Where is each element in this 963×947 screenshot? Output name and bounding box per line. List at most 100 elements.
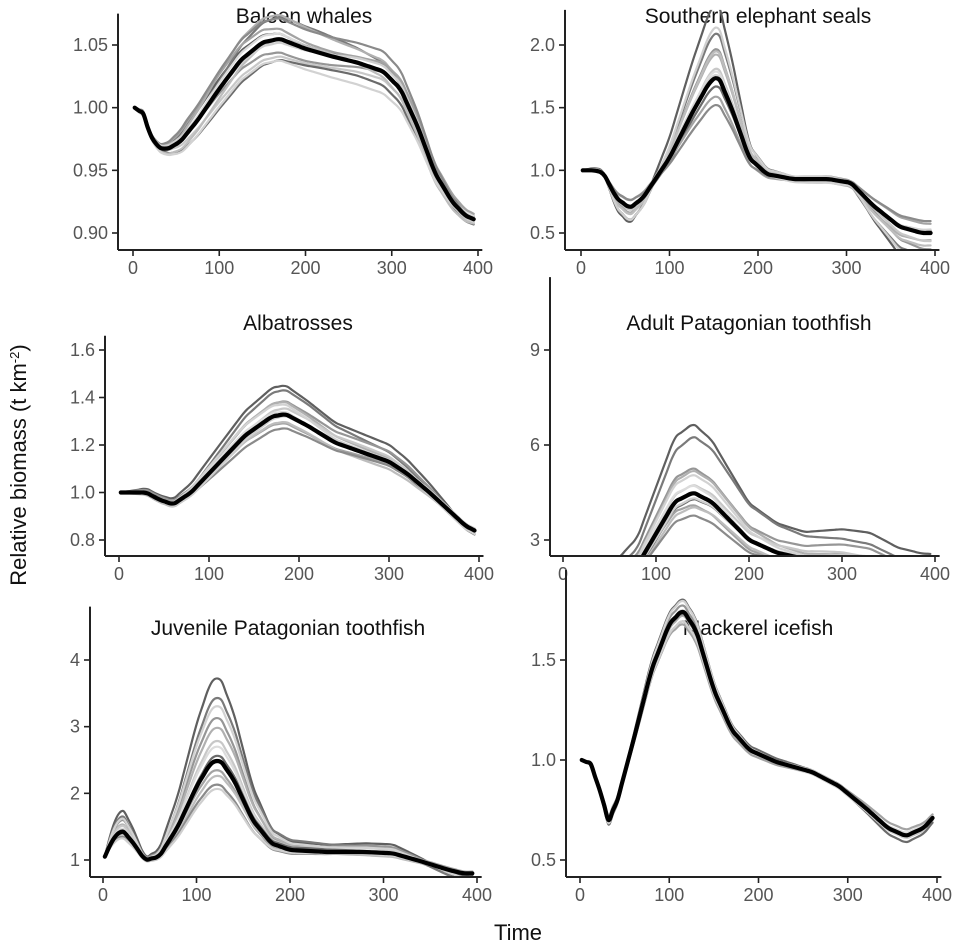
y-tick-label: 0.5 — [530, 223, 555, 243]
y-axis-title-sup: -2 — [7, 352, 22, 364]
mean-line — [579, 609, 935, 838]
x-tick-label: 100 — [181, 885, 211, 905]
x-tick-label: 200 — [734, 564, 764, 584]
x-tick-label: 400 — [462, 885, 492, 905]
ensemble-line — [648, 514, 764, 556]
x-tick-label: 400 — [920, 564, 950, 584]
panel-title: Adult Patagonian toothfish — [626, 312, 871, 335]
panel-4: Adult Patagonian toothfish 0 100 200 300 400 3… — [530, 277, 950, 584]
x-tick-label: 0 — [576, 258, 586, 278]
ensemble-line — [580, 614, 934, 835]
ensemble-line — [581, 32, 911, 251]
y-axis-title-main: Relative biomass (t km — [6, 363, 31, 586]
ensemble-line — [628, 436, 898, 556]
y-tick-label: 1.4 — [70, 388, 95, 408]
x-tick-label: 100 — [654, 258, 684, 278]
panel-title: Baleen whales — [236, 5, 373, 28]
y-tick-label: 6 — [530, 435, 540, 455]
mean-line — [580, 76, 933, 236]
x-tick-label: 200 — [275, 885, 305, 905]
panel-5: Juvenile Patagonian toothfish 0 100 200 300 4… — [70, 606, 492, 905]
x-tick-label: 100 — [194, 564, 224, 584]
y-tick-label: 1 — [70, 850, 80, 870]
ensemble-line — [580, 604, 934, 839]
y-axis-title: Relative biomass (t km-2) — [6, 344, 31, 585]
y-tick-label: 1.05 — [73, 35, 108, 55]
x-tick-label: 0 — [114, 564, 124, 584]
y-tick-label: 0.5 — [531, 850, 556, 870]
y-tick-label: 3 — [70, 717, 80, 737]
panel-1: Baleen whales 0 100 200 300 400 0.90 0.95 1.00 1.… — [73, 5, 493, 278]
ensemble-line — [103, 677, 459, 878]
y-tick-label: 1.2 — [70, 435, 95, 455]
ensemble-line — [133, 59, 475, 221]
ensemble-line — [640, 484, 868, 556]
y-tick-label: 1.5 — [531, 650, 556, 670]
ensemble-line — [581, 26, 903, 251]
ensemble-line — [618, 423, 932, 556]
x-tick-label: 300 — [377, 258, 407, 278]
ensemble-line — [580, 609, 934, 838]
y-tick-label: 4 — [70, 650, 80, 670]
ensemble-line — [581, 103, 932, 223]
mean-line — [102, 758, 475, 876]
ensemble-line — [636, 469, 872, 556]
panel-3: Albatrosses 0 100 200 300 400 0.8 1.0 1.2 1.4 1.6 — [70, 312, 494, 584]
y-tick-label: 2.0 — [530, 35, 555, 55]
y-tick-label: 0.8 — [70, 530, 95, 550]
x-tick-label: 100 — [654, 885, 684, 905]
panel-title: Juvenile Patagonian toothfish — [151, 617, 425, 640]
x-tick-label: 0 — [128, 258, 138, 278]
ensemble-line — [581, 9, 898, 251]
panel-title: Mackerel icefish — [683, 617, 834, 640]
x-tick-label: 300 — [827, 564, 857, 584]
y-tick-label: 1.0 — [70, 483, 95, 503]
y-tick-label: 1.5 — [530, 98, 555, 118]
ensemble-line — [581, 50, 932, 247]
ensemble-line — [119, 384, 476, 536]
y-tick-label: 0.95 — [73, 160, 108, 180]
ensemble-line — [580, 609, 934, 839]
ensemble-line — [647, 506, 772, 556]
x-tick-label: 300 — [833, 885, 863, 905]
x-tick-label: 0 — [98, 885, 108, 905]
panel-title: Southern elephant seals — [645, 5, 872, 28]
ensemble-line — [643, 504, 769, 556]
x-tick-label: 200 — [290, 258, 320, 278]
x-tick-label: 300 — [831, 258, 861, 278]
x-tick-label: 100 — [641, 564, 671, 584]
x-tick-label: 300 — [368, 885, 398, 905]
x-tick-label: 400 — [463, 258, 493, 278]
ensemble-line — [133, 27, 475, 215]
x-tick-label: 400 — [922, 885, 952, 905]
y-tick-label: 3 — [530, 530, 540, 550]
ensemble-line — [581, 48, 932, 251]
x-tick-label: 400 — [920, 258, 950, 278]
ensemble-line — [580, 611, 934, 834]
mean-line — [640, 491, 801, 556]
y-tick-label: 1.00 — [73, 98, 108, 118]
mean-line — [118, 412, 477, 533]
y-tick-label: 9 — [530, 340, 540, 360]
series-group — [132, 13, 476, 226]
ensemble-line — [637, 474, 869, 556]
series-group — [618, 423, 932, 556]
y-tick-label: 1.0 — [530, 160, 555, 180]
series-group — [118, 384, 477, 536]
panel-title: Albatrosses — [243, 312, 353, 335]
x-tick-label: 0 — [575, 885, 585, 905]
y-tick-label: 1.6 — [70, 340, 95, 360]
x-tick-label: 300 — [374, 564, 404, 584]
x-tick-label: 200 — [743, 258, 773, 278]
ensemble-line — [580, 613, 934, 837]
ensemble-line — [133, 17, 475, 220]
series-group — [580, 9, 933, 251]
ensemble-line — [133, 38, 475, 225]
y-tick-label: 1.0 — [531, 750, 556, 770]
mean-line — [132, 37, 476, 222]
x-tick-label: 200 — [743, 885, 773, 905]
ensemble-line — [580, 623, 934, 831]
panel-6: Mackerel icefish 0 100 200 300 400 0.5 1.0 1.5 — [531, 570, 952, 905]
x-tick-label: 0 — [558, 564, 568, 584]
